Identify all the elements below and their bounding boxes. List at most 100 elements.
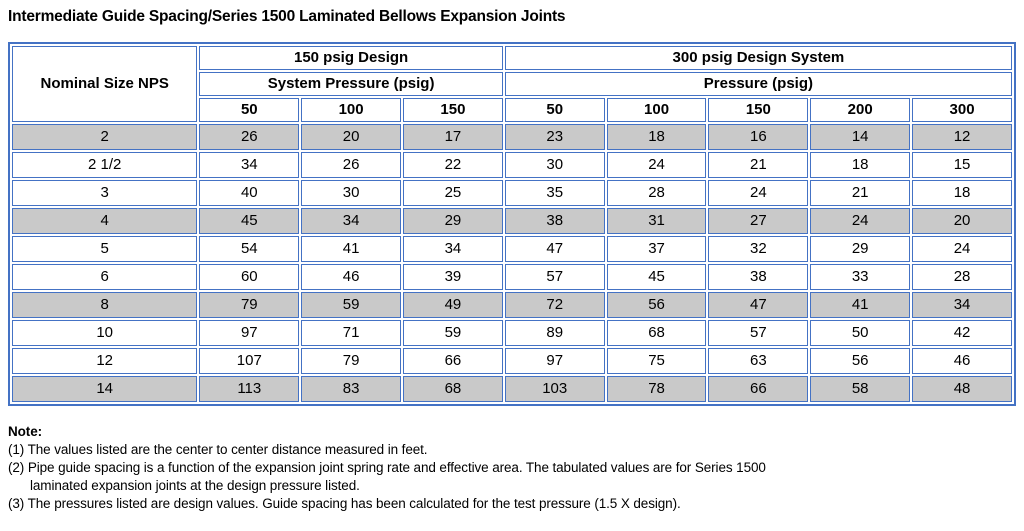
value-cell: 66 (708, 376, 809, 402)
value-cell: 63 (708, 348, 809, 374)
value-cell: 16 (708, 124, 809, 150)
note-item: (2) Pipe guide spacing is a function of … (8, 459, 1016, 495)
value-cell: 42 (912, 320, 1012, 346)
value-cell: 22 (403, 152, 503, 178)
value-cell: 49 (403, 292, 503, 318)
value-cell: 21 (708, 152, 809, 178)
value-cell: 28 (912, 264, 1012, 290)
value-cell: 29 (403, 208, 503, 234)
pressure-column-header: 150 (403, 98, 503, 122)
value-cell: 39 (403, 264, 503, 290)
pressure-column-header: 50 (199, 98, 300, 122)
value-cell: 79 (199, 292, 300, 318)
value-cell: 21 (810, 180, 911, 206)
table-header: Nominal Size NPS 150 psig Design 300 psi… (12, 46, 1012, 122)
value-cell: 32 (708, 236, 809, 262)
value-cell: 71 (301, 320, 401, 346)
value-cell: 78 (606, 376, 707, 402)
table-row: 2 1/2 34 26 22 30 24 21 18 15 (12, 152, 1012, 178)
group-header-row: Nominal Size NPS 150 psig Design 300 psi… (12, 46, 1012, 122)
corner-header-nominal-size: Nominal Size NPS (12, 46, 198, 122)
pressure-header-row: 50 100 150 50 100 150 200 300 (12, 98, 1012, 122)
value-cell: 18 (912, 180, 1012, 206)
nps-cell: 4 (12, 208, 198, 234)
value-cell: 26 (199, 124, 300, 150)
value-cell: 58 (810, 376, 911, 402)
note-line: (2) Pipe guide spacing is a function of … (8, 460, 766, 475)
nps-cell: 6 (12, 264, 198, 290)
note-item: (1) The values listed are the center to … (8, 441, 1016, 459)
notes-section: Note: (1) The values listed are the cent… (8, 423, 1016, 513)
pressure-column-header: 300 (912, 98, 1012, 122)
notes-heading: Note: (8, 424, 42, 439)
table-row: 4 45 34 29 38 31 27 24 20 (12, 208, 1012, 234)
value-cell: 24 (810, 208, 911, 234)
guide-spacing-table: Nominal Size NPS 150 psig Design 300 psi… (8, 42, 1016, 406)
value-cell: 20 (912, 208, 1012, 234)
value-cell: 23 (504, 124, 605, 150)
nps-cell: 10 (12, 320, 198, 346)
value-cell: 26 (301, 152, 401, 178)
value-cell: 57 (708, 320, 809, 346)
note-line: (3) The pressures listed are design valu… (8, 496, 681, 511)
value-cell: 29 (810, 236, 911, 262)
value-cell: 38 (708, 264, 809, 290)
pressure-column-header: 100 (606, 98, 707, 122)
value-cell: 83 (301, 376, 401, 402)
value-cell: 41 (810, 292, 911, 318)
value-cell: 35 (504, 180, 605, 206)
value-cell: 113 (199, 376, 300, 402)
subgroup-header-system-pressure: System Pressure (psig) (199, 72, 503, 96)
value-cell: 34 (199, 152, 300, 178)
value-cell: 24 (912, 236, 1012, 262)
note-line: (1) The values listed are the center to … (8, 442, 428, 457)
document-page: Intermediate Guide Spacing/Series 1500 L… (8, 8, 1016, 513)
value-cell: 28 (606, 180, 707, 206)
value-cell: 34 (403, 236, 503, 262)
table-row: 14 113 83 68 103 78 66 58 48 (12, 376, 1012, 402)
value-cell: 45 (606, 264, 707, 290)
value-cell: 20 (301, 124, 401, 150)
notes-list: (1) The values listed are the center to … (8, 441, 1016, 513)
pressure-column-header: 50 (504, 98, 605, 122)
value-cell: 24 (708, 180, 809, 206)
table-row: 6 60 46 39 57 45 38 33 28 (12, 264, 1012, 290)
value-cell: 56 (606, 292, 707, 318)
table-body: 2 26 20 17 23 18 16 14 12 2 1/2 34 26 22 30 24 21 18 15 3 4… (12, 124, 1012, 402)
value-cell: 15 (912, 152, 1012, 178)
value-cell: 57 (504, 264, 605, 290)
value-cell: 41 (301, 236, 401, 262)
group-header-300-psig: 300 psig Design System (504, 46, 1012, 70)
value-cell: 103 (504, 376, 605, 402)
nps-cell: 8 (12, 292, 198, 318)
nps-cell: 14 (12, 376, 198, 402)
value-cell: 25 (403, 180, 503, 206)
table-row: 2 26 20 17 23 18 16 14 12 (12, 124, 1012, 150)
nps-cell: 3 (12, 180, 198, 206)
table-row: 8 79 59 49 72 56 47 41 34 (12, 292, 1012, 318)
table-row: 10 97 71 59 89 68 57 50 42 (12, 320, 1012, 346)
value-cell: 59 (403, 320, 503, 346)
value-cell: 68 (606, 320, 707, 346)
value-cell: 47 (504, 236, 605, 262)
value-cell: 30 (504, 152, 605, 178)
value-cell: 79 (301, 348, 401, 374)
value-cell: 46 (912, 348, 1012, 374)
page-title: Intermediate Guide Spacing/Series 1500 L… (8, 8, 566, 25)
subgroup-header-pressure: Pressure (psig) (504, 72, 1012, 96)
table-row: 12 107 79 66 97 75 63 56 46 (12, 348, 1012, 374)
group-header-150-psig: 150 psig Design (199, 46, 503, 70)
value-cell: 97 (504, 348, 605, 374)
pressure-column-header: 150 (708, 98, 809, 122)
nps-cell: 2 1/2 (12, 152, 198, 178)
value-cell: 17 (403, 124, 503, 150)
value-cell: 66 (403, 348, 503, 374)
pressure-column-header: 100 (301, 98, 401, 122)
value-cell: 18 (606, 124, 707, 150)
value-cell: 34 (301, 208, 401, 234)
value-cell: 18 (810, 152, 911, 178)
value-cell: 107 (199, 348, 300, 374)
value-cell: 59 (301, 292, 401, 318)
value-cell: 60 (199, 264, 300, 290)
value-cell: 56 (810, 348, 911, 374)
